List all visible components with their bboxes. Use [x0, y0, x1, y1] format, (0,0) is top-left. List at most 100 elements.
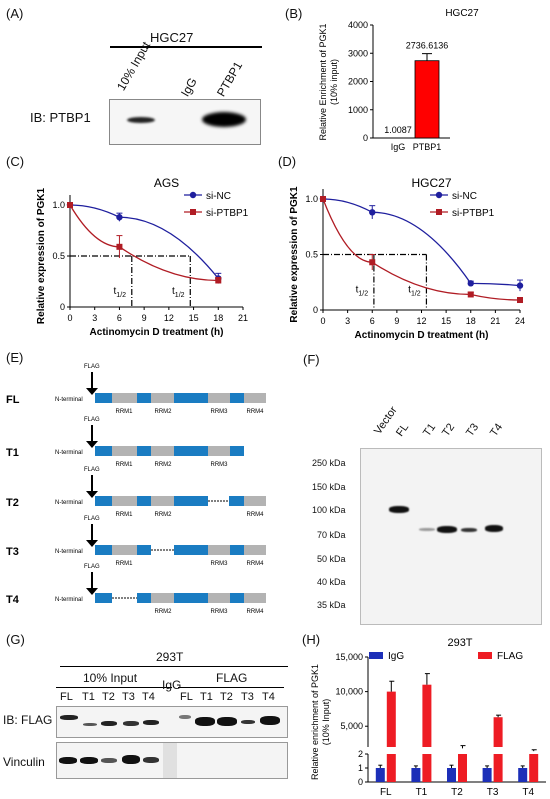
- rrm-label: RRM3: [210, 409, 228, 415]
- lane-label-t2: T2: [440, 421, 458, 439]
- linker-segment: [244, 545, 266, 555]
- panel-h: (H) 293T 15,000 10,000 5,000 2 1 0 Relative enr…: [300, 630, 550, 799]
- series-curve: [322, 198, 521, 287]
- rrm-label: RRM2: [154, 409, 172, 415]
- legend-marker: [436, 209, 442, 215]
- construct-name: T3: [6, 546, 19, 558]
- flag-label: FLAG: [84, 364, 100, 370]
- x-tick-label: PTBP1: [413, 142, 442, 152]
- panel-f: (F) Vector FL T1 T2 T3 T4 250 kDa 150 kD…: [290, 350, 550, 630]
- half-life-annotation: t1/2: [114, 286, 127, 299]
- y-tick-label: 4000: [348, 20, 368, 30]
- band-t1: [419, 528, 435, 531]
- rrm-domain: [137, 446, 151, 456]
- band: [163, 743, 177, 778]
- legend-swatch: [369, 652, 383, 659]
- linker-segment: [151, 446, 174, 456]
- rrm-domain: [95, 593, 112, 603]
- y-tick-label: 1.0: [305, 194, 318, 204]
- lane-label-flag-t4: T4: [262, 691, 275, 703]
- blot-f: [360, 448, 542, 625]
- data-point: [517, 297, 523, 304]
- flag-arrow-icon: [86, 441, 98, 448]
- band-t2: [437, 526, 457, 533]
- y-tick-label: 10,000: [335, 687, 363, 697]
- lane-label-t1: T1: [421, 421, 439, 439]
- blot-a: [109, 99, 261, 145]
- rrm-label: RRM4: [246, 561, 264, 567]
- lane-label-t4: T4: [488, 421, 506, 439]
- band: [101, 721, 117, 726]
- x-tick-label: 9: [142, 313, 147, 323]
- panel-letter-e: (E): [6, 350, 24, 365]
- half-life-annotation: t1/2: [356, 285, 369, 298]
- y-axis-label: Relative expression of PGK1: [289, 186, 300, 323]
- chart-d: HGC27 0 3 6 9 12 15 18 21 24 0 0.5 1.0 Actinomycin D …: [289, 176, 525, 341]
- marker-50: 50 kDa: [317, 554, 346, 564]
- x-tick-label: 18: [466, 316, 476, 326]
- linker-segment: [151, 593, 174, 603]
- x-tick-label: IgG: [391, 142, 406, 152]
- rrm-domain: [230, 446, 244, 456]
- y-tick-label: 1.0: [52, 200, 65, 210]
- y-tick-label: 0.5: [305, 250, 318, 260]
- cell-line-label: 293T: [156, 650, 184, 664]
- rrm-domain: [174, 545, 208, 555]
- rrm-label: RRM4: [246, 609, 264, 615]
- y-tick-label: 5,000: [340, 721, 363, 731]
- flag-label: FLAG: [84, 516, 100, 522]
- linker-segment: [112, 545, 137, 555]
- panel-letter-g: (G): [6, 632, 25, 647]
- lane-label-input-fl: FL: [60, 691, 73, 703]
- marker-35: 35 kDa: [317, 600, 346, 610]
- group-input-line: [56, 687, 172, 688]
- x-tick-label: 0: [67, 313, 72, 323]
- lane-label-t3: T3: [464, 421, 482, 439]
- lane-label-input-t4: T4: [142, 691, 155, 703]
- band: [241, 720, 255, 724]
- n-terminal-label: N-terminal: [55, 549, 83, 555]
- chart-title: HGC27: [445, 8, 479, 19]
- ib-label: IB: PTBP1: [30, 110, 91, 125]
- bar-igg: [447, 768, 456, 782]
- x-tick-label: 21: [238, 313, 248, 323]
- band: [83, 723, 97, 726]
- linker-segment: [112, 393, 137, 403]
- band: [59, 757, 77, 764]
- group-flag-label: FLAG: [216, 671, 248, 685]
- domain-diagram: FL N-terminal FLAG RRM1 RRM2 RRM3 RRM4 T1 N-term…: [6, 364, 266, 615]
- x-tick-label: 24: [515, 316, 525, 326]
- rrm-label: RRM4: [246, 512, 264, 518]
- x-tick-label: 0: [320, 316, 325, 326]
- x-tick-label: 18: [213, 313, 223, 323]
- marker-40: 40 kDa: [317, 577, 346, 587]
- marker-150: 150 kDa: [312, 482, 346, 492]
- x-tick-label: T4: [522, 787, 534, 798]
- construct-name: T4: [6, 594, 20, 606]
- lane-label-flag-t3: T3: [241, 691, 254, 703]
- bar-flag-lower: [493, 754, 503, 782]
- legend-label: si-NC: [206, 191, 231, 202]
- flag-label: FLAG: [84, 417, 100, 423]
- lane-label-input-t2: T2: [102, 691, 115, 703]
- group-igg-label: IgG: [162, 678, 182, 692]
- legend-label: si-PTBP1: [452, 208, 495, 219]
- chart-title: HGC27: [411, 176, 451, 190]
- bar-flag-lower: [458, 754, 467, 782]
- band: [143, 757, 159, 763]
- band: [217, 717, 237, 726]
- y-tick-label: 2000: [348, 77, 368, 87]
- band-fl: [389, 506, 409, 513]
- rrm-domain: [137, 545, 151, 555]
- bar-igg: [518, 768, 528, 782]
- y-tick-label: 0: [363, 133, 368, 143]
- linker-segment: [151, 393, 174, 403]
- x-tick-label: 6: [117, 313, 122, 323]
- rrm-label: RRM3: [210, 609, 228, 615]
- panel-letter-f: (F): [303, 352, 320, 367]
- bar-igg: [411, 768, 421, 782]
- bar-flag-lower: [529, 754, 539, 782]
- x-tick-label: 12: [164, 313, 174, 323]
- linker-segment: [112, 446, 137, 456]
- band: [179, 715, 191, 719]
